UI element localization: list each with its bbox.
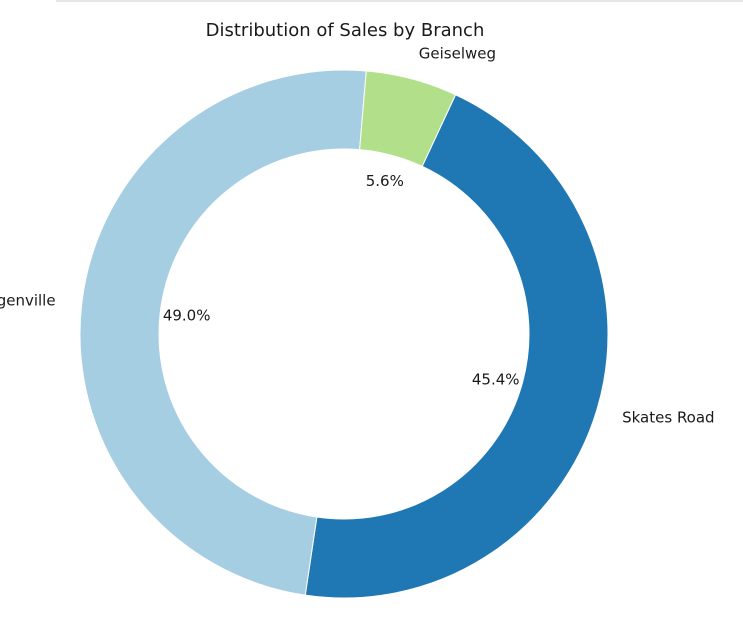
slice-label-geiselweg: Geiselweg — [419, 44, 496, 62]
top-divider — [56, 0, 743, 2]
donut-slices — [79, 69, 609, 599]
slice-pct-skates-road: 45.4% — [472, 371, 520, 389]
slice-bergenville — [79, 69, 367, 596]
slice-geiselweg — [359, 70, 457, 167]
slice-labels: Skates Road 45.4% Bergenville 49.0% Geiselwe… — [0, 44, 715, 426]
chart-title: Distribution of Sales by Branch — [206, 20, 485, 41]
slice-pct-bergenville: 49.0% — [163, 307, 211, 325]
slice-skates-road — [304, 94, 609, 599]
slice-pct-geiselweg: 5.6% — [366, 172, 404, 190]
slice-label-skates-road: Skates Road — [622, 409, 714, 427]
slice-label-bergenville: Bergenville — [0, 291, 56, 309]
